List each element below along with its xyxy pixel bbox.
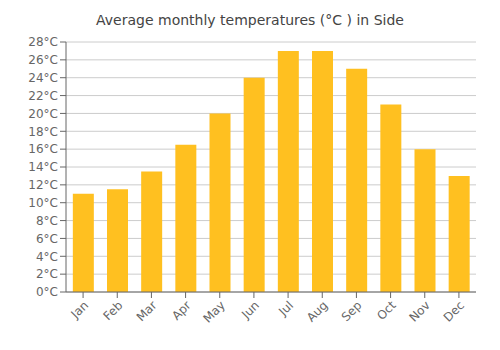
svg-text:2°C: 2°C xyxy=(36,267,58,281)
html-text:Average monthly temperatures (: Average monthly temperatures (°C ) in Si… xyxy=(96,12,404,28)
svg-text:26°C: 26°C xyxy=(28,53,58,67)
svg-text:May: May xyxy=(200,298,227,325)
svg-text:Oct: Oct xyxy=(374,298,399,323)
svg-text:10°C: 10°C xyxy=(28,196,58,210)
svg-text:0°C: 0°C xyxy=(36,285,58,299)
svg-text:4°C: 4°C xyxy=(36,250,58,264)
svg-text:Apr: Apr xyxy=(169,298,194,323)
svg-text:22°C: 22°C xyxy=(28,89,58,103)
svg-text:18°C: 18°C xyxy=(28,125,58,139)
svg-text:12°C: 12°C xyxy=(28,178,58,192)
svg-text:6°C: 6°C xyxy=(36,232,58,246)
svg-text:Dec: Dec xyxy=(441,298,467,324)
svg-text:Nov: Nov xyxy=(406,298,432,324)
svg-text:Mar: Mar xyxy=(134,298,160,324)
svg-text:24°C: 24°C xyxy=(28,71,58,85)
svg-text:Jul: Jul xyxy=(275,298,296,319)
svg-text:28°C: 28°C xyxy=(28,35,58,49)
svg-text:8°C: 8°C xyxy=(36,214,58,228)
svg-text:Jun: Jun xyxy=(238,298,262,322)
svg-text:Sep: Sep xyxy=(339,298,365,324)
svg-text:14°C: 14°C xyxy=(28,160,58,174)
svg-text:Aug: Aug xyxy=(304,298,330,324)
svg-text:16°C: 16°C xyxy=(28,142,58,156)
svg-text:Jan: Jan xyxy=(68,298,92,322)
svg-text:20°C: 20°C xyxy=(28,107,58,121)
svg-text:Feb: Feb xyxy=(100,298,125,323)
